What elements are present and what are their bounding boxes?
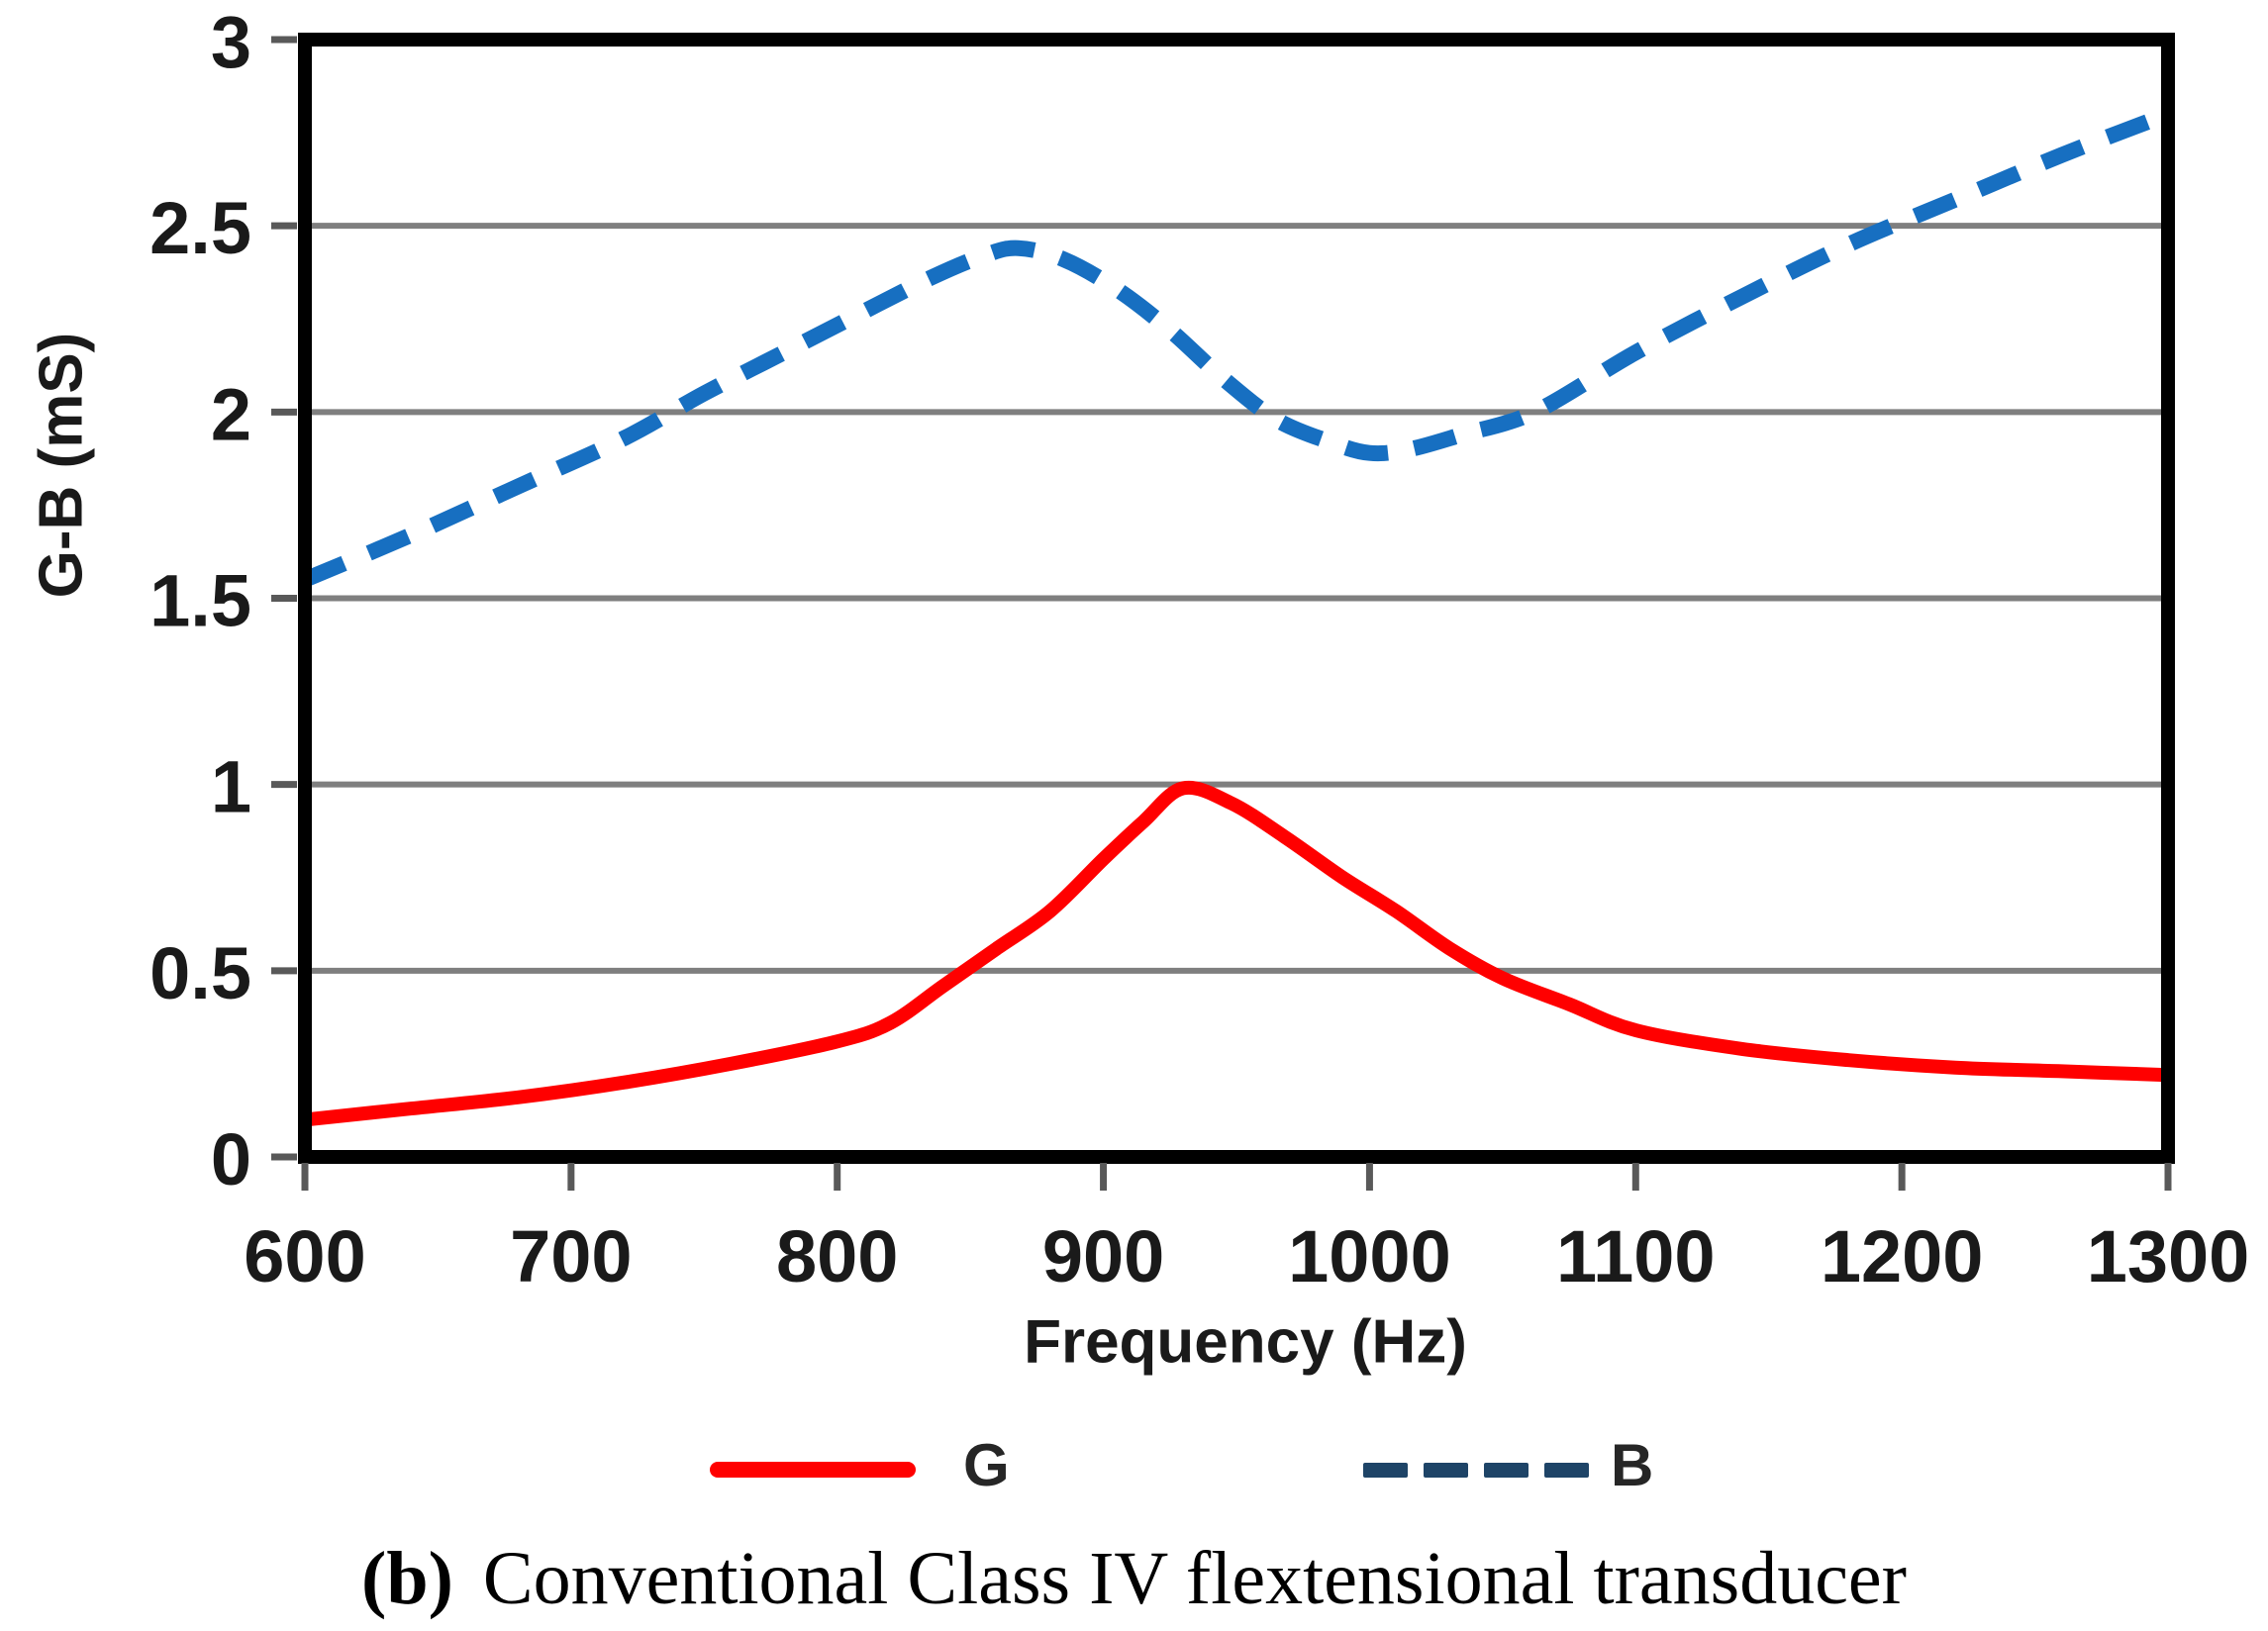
plot-border: [298, 33, 2175, 1164]
x-tick-label: 800: [776, 1215, 898, 1297]
series-line-B: [301, 106, 2171, 588]
y-tick-label: 0.5: [149, 932, 251, 1014]
legend-label-B: B: [1611, 1432, 1654, 1498]
x-tick-label: 1000: [1288, 1215, 1451, 1297]
figure-caption: (b) Conventional Class IV flextensional t…: [0, 1536, 2268, 1622]
caption-label: (b): [361, 1537, 453, 1620]
x-tick-label: 900: [1042, 1215, 1164, 1297]
y-tick-label: 2.5: [149, 187, 251, 269]
caption-text: Conventional Class IV flextensional tran…: [482, 1537, 1907, 1620]
legend-dash: [1363, 1463, 1408, 1478]
x-tick-label: 700: [510, 1215, 632, 1297]
legend-key-G-line: [710, 1462, 916, 1478]
x-tick-label: 600: [244, 1215, 365, 1297]
y-tick-label: 1: [211, 746, 251, 828]
x-tick-label: 1200: [1821, 1215, 1984, 1297]
legend-dash: [1544, 1463, 1589, 1478]
x-axis-title: Frequency (Hz): [1024, 1307, 1467, 1377]
y-axis-title: G-B (mS): [27, 332, 96, 599]
y-tick-label: 3: [211, 1, 251, 83]
y-tick-label: 1.5: [149, 560, 251, 642]
legend-key-B-dashed-line: [1363, 1463, 1589, 1478]
legend-dash: [1424, 1463, 1468, 1478]
x-tick-label: 1100: [1556, 1215, 1716, 1297]
series-line-G: [298, 780, 2175, 1127]
legend-dash: [1484, 1463, 1528, 1478]
y-tick-label: 2: [211, 373, 251, 455]
legend-label-G: G: [963, 1432, 1010, 1498]
y-tick-label: 0: [211, 1118, 251, 1200]
x-tick-label: 1300: [2087, 1215, 2250, 1297]
